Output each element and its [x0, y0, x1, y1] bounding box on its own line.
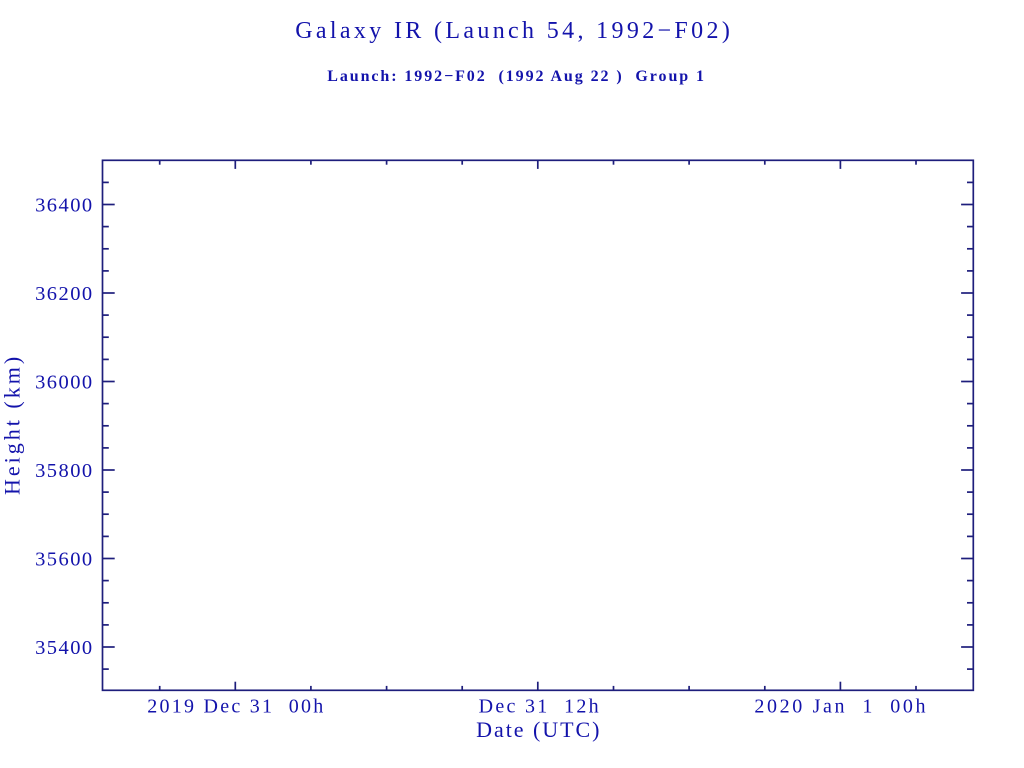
svg-text:2020 Jan 1 00h: 2020 Jan 1 00h	[754, 696, 928, 718]
svg-text:35800: 35800	[35, 460, 94, 482]
svg-text:Date (UTC): Date (UTC)	[476, 717, 601, 742]
svg-text:Height (km): Height (km)	[0, 354, 24, 495]
svg-text:35400: 35400	[35, 637, 94, 659]
svg-text:Galaxy IR (Launch 54, 1992−F02: Galaxy IR (Launch 54, 1992−F02)	[295, 18, 733, 44]
svg-text:2019 Dec 31 00h: 2019 Dec 31 00h	[147, 696, 325, 718]
svg-text:Launch: 1992−F02 (1992 Aug 22: Launch: 1992−F02 (1992 Aug 22 ) Group 1	[327, 68, 706, 85]
svg-text:36200: 36200	[35, 283, 94, 305]
svg-text:Dec 31 12h: Dec 31 12h	[479, 696, 601, 718]
svg-text:35600: 35600	[35, 549, 94, 571]
svg-text:36400: 36400	[35, 195, 94, 217]
svg-text:36000: 36000	[35, 372, 94, 394]
